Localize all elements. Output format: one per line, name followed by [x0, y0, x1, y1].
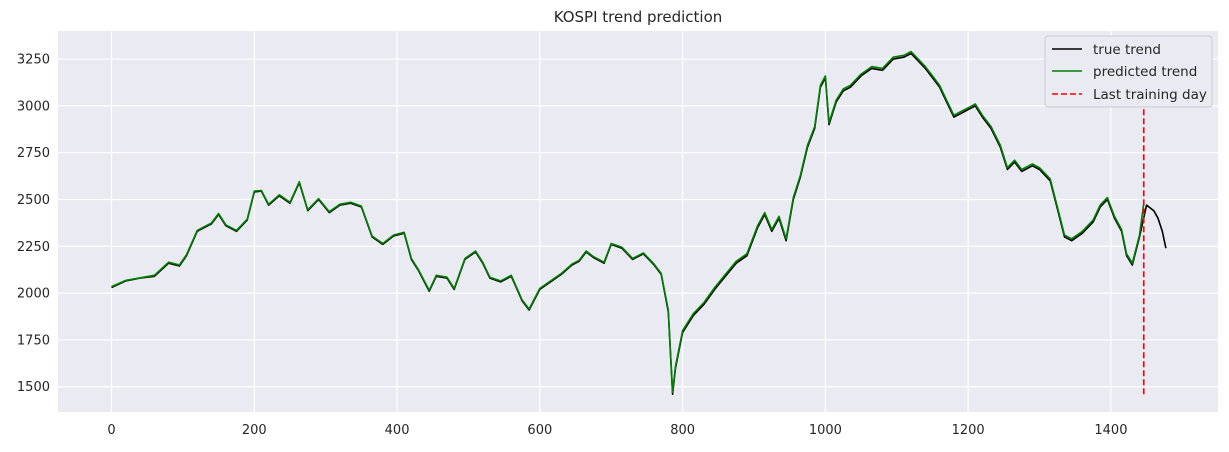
- y-tick-label: 2250: [17, 240, 50, 255]
- x-tick-label: 1400: [1094, 423, 1127, 438]
- legend-label-predicted-trend: predicted trend: [1093, 64, 1197, 80]
- plot-background: [58, 31, 1218, 412]
- y-tick-label: 2000: [17, 287, 50, 302]
- grid: [58, 31, 1218, 412]
- x-tick-label: 1200: [952, 423, 985, 438]
- series-lines: [111, 50, 1167, 396]
- chart-title: KOSPI trend prediction: [554, 8, 723, 26]
- y-tick-label: 1500: [17, 380, 50, 395]
- legend-label-true-trend: true trend: [1093, 42, 1161, 58]
- x-tick-label: 200: [242, 423, 267, 438]
- y-tick-label: 3000: [17, 99, 50, 114]
- y-tick-label: 1750: [17, 333, 50, 348]
- x-tick-label: 400: [385, 423, 410, 438]
- y-tick-label: 3250: [17, 53, 50, 68]
- x-tick-label: 800: [670, 423, 695, 438]
- x-tick-label: 0: [107, 423, 115, 438]
- legend-label-last-training-day: Last training day: [1093, 87, 1207, 103]
- legend: true trend predicted trend Last training…: [1044, 35, 1213, 108]
- y-tick-label: 2500: [17, 193, 50, 208]
- x-tick-label: 1000: [809, 423, 842, 438]
- y-tick-label: 2750: [17, 146, 50, 161]
- x-tick-labels: 0 200 400 600 800 1000 1200 1400: [107, 423, 1127, 438]
- series-line-predicted-trend: [111, 50, 1145, 394]
- y-tick-labels: 1500 1750 2000 2250 2500 2750 3000 3250: [17, 53, 50, 396]
- legend-box: [1044, 35, 1213, 108]
- x-tick-label: 600: [527, 423, 552, 438]
